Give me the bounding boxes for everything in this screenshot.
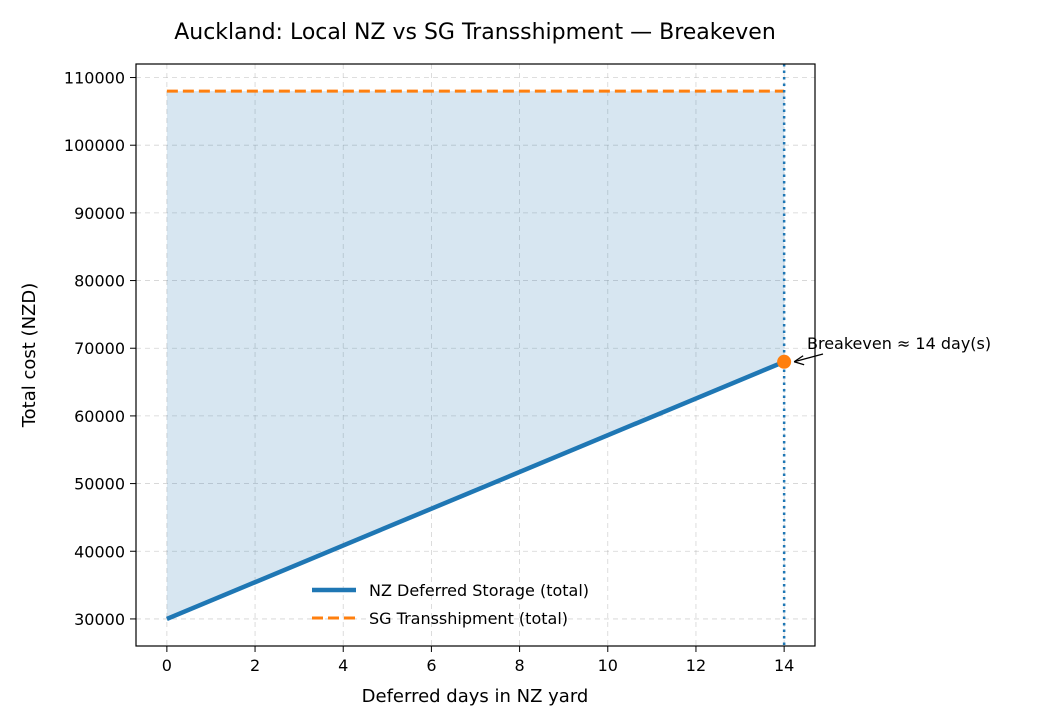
y-axis-title: Total cost (NZD)	[19, 283, 40, 429]
series-group	[165, 89, 786, 622]
x-tick-label: 14	[774, 656, 794, 675]
legend: NZ Deferred Storage (total) SG Transshipm…	[312, 581, 589, 628]
y-tick-label: 100000	[64, 136, 125, 155]
breakeven-annotation: Breakeven ≈ 14 day(s)	[807, 334, 991, 353]
y-tick-label: 60000	[74, 407, 125, 426]
x-tick-label: 12	[686, 656, 706, 675]
fill-region	[166, 91, 785, 619]
fill-between-area	[166, 91, 785, 619]
breakeven-point	[777, 354, 792, 369]
annotation-group: Breakeven ≈ 14 day(s)	[793, 334, 991, 366]
series-line-nz-deferred-storage	[165, 359, 786, 622]
x-tick-label: 4	[338, 656, 348, 675]
legend-label-sg-transshipment: SG Transshipment (total)	[369, 609, 568, 628]
annotation-arrowhead	[793, 355, 805, 366]
x-tick-label: 0	[162, 656, 172, 675]
legend-label-nz-deferred-storage: NZ Deferred Storage (total)	[369, 581, 589, 600]
axis-ticks: 0 2 4 6 8 10 12 14 30000 40000 50000 60000 70000 8000…	[64, 69, 794, 675]
chart-title: Auckland: Local NZ vs SG Transshipment —…	[174, 20, 776, 45]
plot-area	[136, 64, 815, 646]
annotation-arrow-line	[793, 353, 824, 363]
x-tick-label: 8	[514, 656, 524, 675]
markers	[777, 64, 792, 646]
x-tick-label: 10	[598, 656, 618, 675]
y-tick-label: 50000	[74, 475, 125, 494]
y-tick-label: 90000	[74, 204, 125, 223]
y-tick-label: 30000	[74, 610, 125, 629]
x-axis-title: Deferred days in NZ yard	[362, 686, 589, 707]
y-tick-label: 40000	[74, 542, 125, 561]
x-tick-label: 2	[250, 656, 260, 675]
plot-frame	[135, 63, 816, 647]
y-tick-label: 70000	[74, 339, 125, 358]
y-tick-label: 80000	[74, 272, 125, 291]
x-tick-label: 6	[426, 656, 436, 675]
y-tick-label: 110000	[64, 69, 125, 88]
